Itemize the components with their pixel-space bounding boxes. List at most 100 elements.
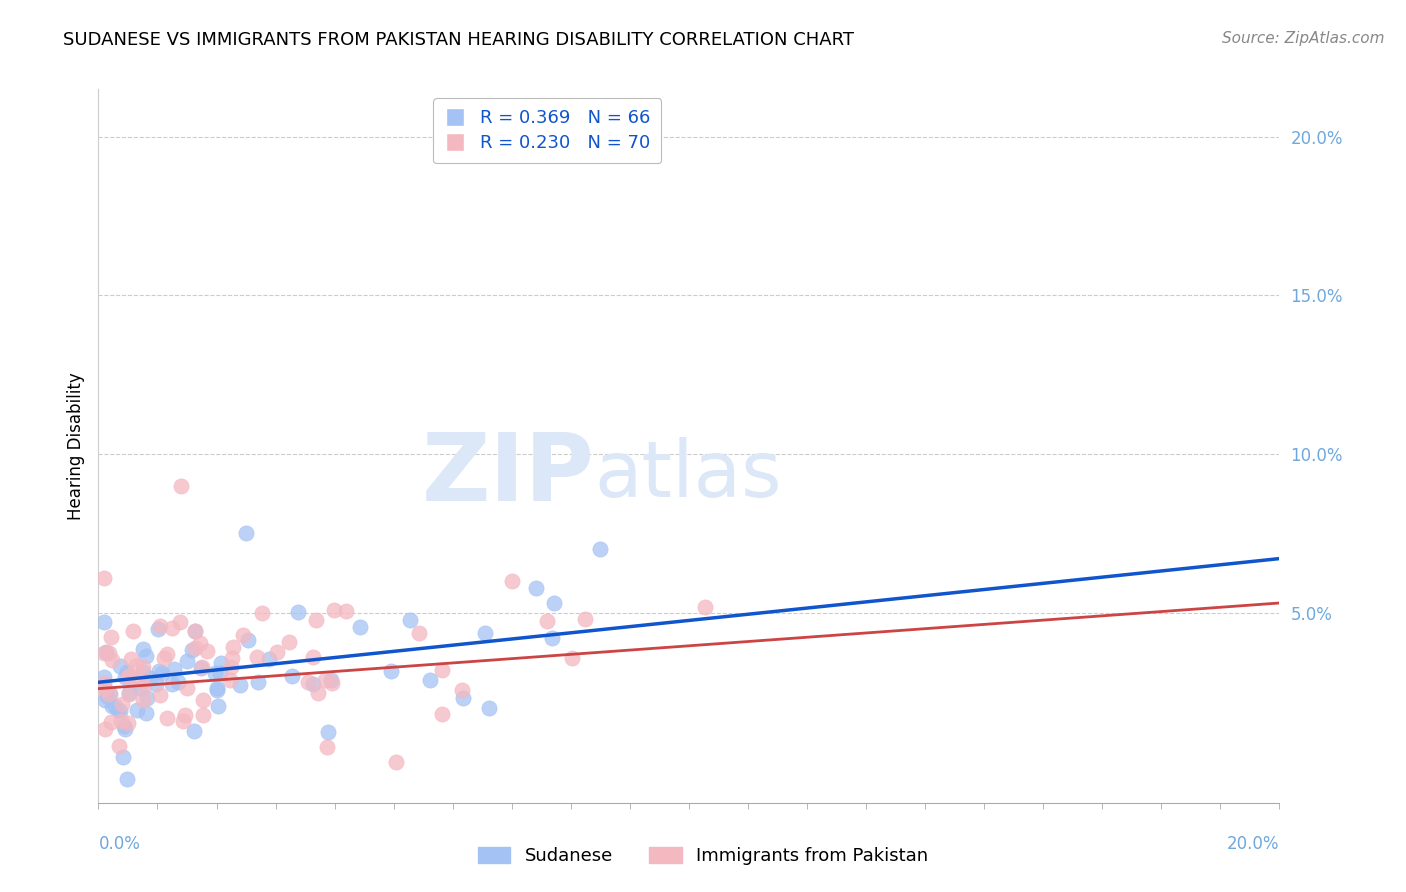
Point <box>209 656 232 670</box>
Point <box>172 714 194 729</box>
Point <box>319 673 342 688</box>
Point <box>235 526 257 541</box>
Point <box>305 613 328 627</box>
Text: SUDANESE VS IMMIGRANTS FROM PAKISTAN HEARING DISABILITY CORRELATION CHART: SUDANESE VS IMMIGRANTS FROM PAKISTAN HEA… <box>63 31 855 49</box>
Point <box>181 643 204 657</box>
Point <box>117 716 139 731</box>
Point <box>543 597 565 611</box>
Point <box>100 715 122 730</box>
Point <box>127 703 149 717</box>
Point <box>191 708 214 723</box>
Point <box>107 703 129 717</box>
Point <box>118 669 141 683</box>
Point <box>501 574 523 588</box>
Point <box>93 571 115 585</box>
Point <box>174 708 197 723</box>
Point <box>97 688 120 702</box>
Point <box>132 642 155 657</box>
Point <box>195 643 218 657</box>
Point <box>98 646 121 660</box>
Point <box>266 645 288 659</box>
Point <box>314 673 336 688</box>
Point <box>205 681 228 696</box>
Point <box>160 677 183 691</box>
Point <box>451 682 474 697</box>
Point <box>132 660 155 674</box>
Point <box>221 650 243 665</box>
Point <box>207 698 229 713</box>
Point <box>183 723 205 738</box>
Point <box>114 722 136 736</box>
Point <box>145 677 167 691</box>
Point <box>259 652 281 666</box>
Point <box>127 672 149 686</box>
Point <box>170 478 193 492</box>
Point <box>160 621 183 635</box>
Point <box>156 647 179 661</box>
Legend: Sudanese, Immigrants from Pakistan: Sudanese, Immigrants from Pakistan <box>471 839 935 872</box>
Point <box>96 645 118 659</box>
Point <box>100 687 122 701</box>
Point <box>132 692 155 706</box>
Point <box>176 655 198 669</box>
Point <box>132 665 155 679</box>
Point <box>100 698 122 713</box>
Point <box>380 665 402 679</box>
Point <box>111 698 134 712</box>
Point <box>297 674 319 689</box>
Point <box>451 691 474 706</box>
Point <box>128 681 150 695</box>
Point <box>110 714 132 729</box>
Point <box>524 581 547 595</box>
Point <box>204 666 226 681</box>
Point <box>150 666 173 681</box>
Point <box>110 658 132 673</box>
Point <box>238 633 260 648</box>
Point <box>307 686 329 700</box>
Text: 0.0%: 0.0% <box>98 835 141 853</box>
Point <box>190 660 212 674</box>
Legend: R = 0.369   N = 66, R = 0.230   N = 70: R = 0.369 N = 66, R = 0.230 N = 70 <box>433 98 661 163</box>
Point <box>281 669 304 683</box>
Point <box>156 711 179 725</box>
Point <box>93 670 115 684</box>
Point <box>100 652 122 666</box>
Point <box>316 739 339 754</box>
Point <box>430 706 453 721</box>
Point <box>176 681 198 696</box>
Point <box>561 651 583 665</box>
Point <box>250 606 273 620</box>
Y-axis label: Hearing Disability: Hearing Disability <box>66 372 84 520</box>
Point <box>399 613 422 627</box>
Point <box>232 628 254 642</box>
Point <box>169 615 191 629</box>
Point <box>474 626 496 640</box>
Point <box>107 739 129 753</box>
Text: ZIP: ZIP <box>422 428 595 521</box>
Point <box>118 687 141 701</box>
Point <box>321 675 343 690</box>
Point <box>138 671 160 685</box>
Point <box>93 681 115 696</box>
Point <box>205 682 228 697</box>
Point <box>191 660 214 674</box>
Point <box>188 636 211 650</box>
Point <box>287 605 309 619</box>
Point <box>541 631 564 645</box>
Point <box>93 676 115 690</box>
Point <box>478 700 501 714</box>
Point <box>536 614 558 628</box>
Point <box>115 665 138 680</box>
Point <box>246 649 269 664</box>
Point <box>222 640 245 655</box>
Point <box>93 722 115 736</box>
Point <box>117 670 139 684</box>
Point <box>134 679 156 693</box>
Point <box>136 691 159 706</box>
Point <box>114 670 136 684</box>
Text: atlas: atlas <box>595 436 782 513</box>
Point <box>302 649 325 664</box>
Point <box>146 622 169 636</box>
Point <box>153 650 176 665</box>
Point <box>117 772 139 786</box>
